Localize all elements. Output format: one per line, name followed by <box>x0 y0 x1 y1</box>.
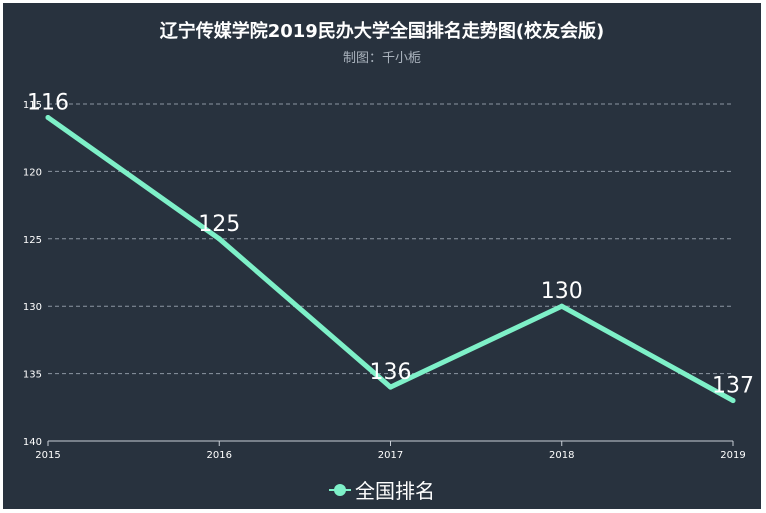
data-label: 137 <box>712 374 754 399</box>
legend-swatch-icon <box>329 483 351 496</box>
series-line <box>45 114 736 404</box>
y-tick-label: 135 <box>23 370 42 381</box>
data-label: 116 <box>27 90 69 115</box>
data-point <box>559 303 565 309</box>
y-tick-label: 130 <box>23 302 42 313</box>
chart-subtitle: 制图：千小栀 <box>342 51 421 66</box>
x-tick-label: 2019 <box>720 450 745 461</box>
data-point <box>730 398 736 404</box>
x-tick-label: 2016 <box>207 450 232 461</box>
x-tick-label: 2017 <box>378 450 403 461</box>
y-tick-label: 140 <box>23 437 42 448</box>
x-tick-label: 2015 <box>35 450 60 461</box>
y-tick-label: 115 <box>23 100 42 111</box>
legend-label: 全国排名 <box>355 479 435 503</box>
data-label: 130 <box>541 279 583 304</box>
legend: 全国排名 <box>3 475 761 504</box>
data-label: 136 <box>370 360 412 385</box>
data-point <box>216 236 222 242</box>
legend-item[interactable]: 全国排名 <box>329 475 435 504</box>
chart-title: 辽宁传媒学院2019民办大学全国排名走势图(校友会版) <box>159 21 605 42</box>
line-chart: 115 120 125 130 135 140 2015 2016 2017 2018 2019 1… <box>23 90 754 461</box>
data-point <box>388 384 393 390</box>
y-tick-label: 120 <box>23 167 42 178</box>
y-tick-label: 125 <box>23 235 42 246</box>
data-point <box>45 114 51 120</box>
chart-frame: 辽宁传媒学院2019民办大学全国排名走势图(校友会版) 制图：千小栀 115 12… <box>3 3 761 509</box>
x-tick-label: 2018 <box>549 450 574 461</box>
data-label: 125 <box>198 212 240 237</box>
